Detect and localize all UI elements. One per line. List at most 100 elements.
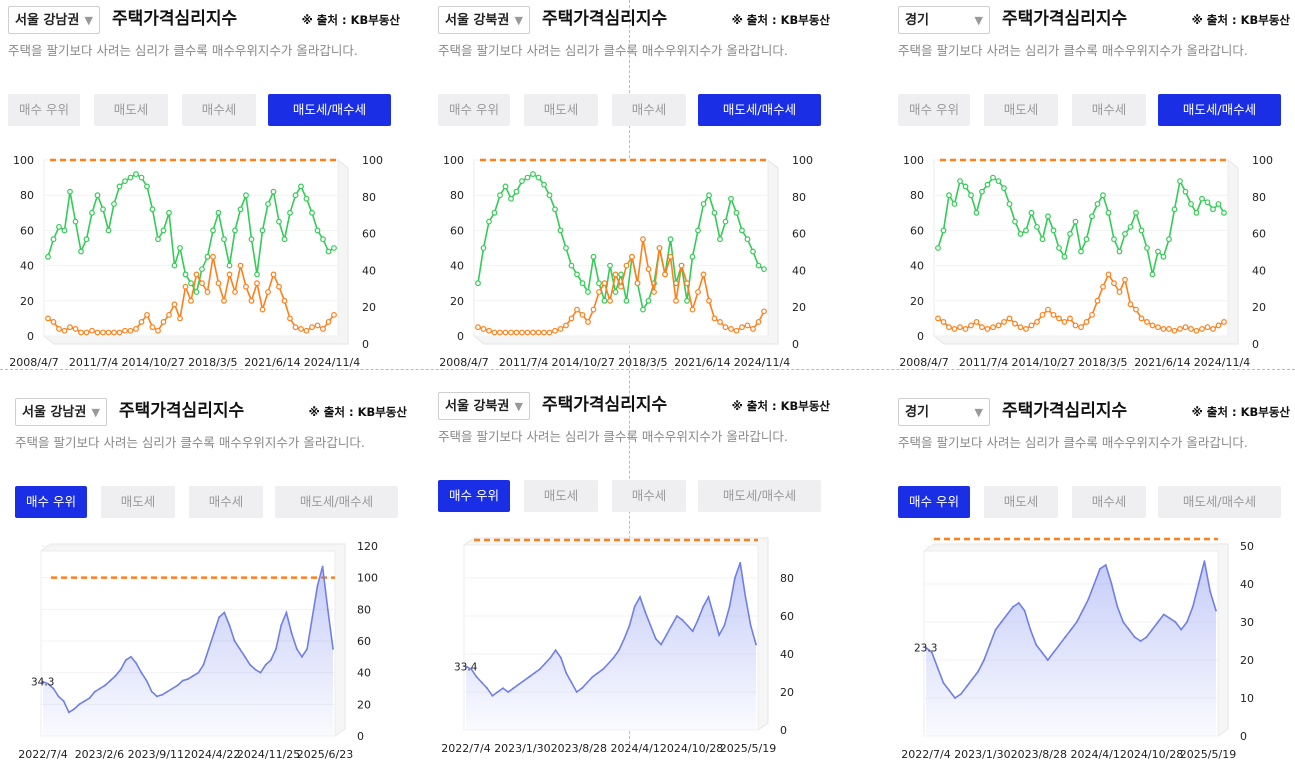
tab-button-3[interactable]: 매도세/매수세: [1158, 486, 1281, 518]
source-label: ※ 출처 : KB부동산: [301, 13, 400, 27]
buy-series-point: [281, 236, 288, 243]
tab-button-1[interactable]: 매도세: [94, 94, 168, 126]
left-y-tick: 60: [910, 224, 924, 237]
tab-button-0[interactable]: 매수 우위: [898, 94, 970, 126]
tab-button-3[interactable]: 매도세/매수세: [268, 94, 391, 126]
right-y-tick: 40: [1240, 578, 1254, 591]
buy-series-point: [1001, 185, 1007, 192]
sell-series-point: [1138, 315, 1145, 322]
sell-series-point: [1001, 319, 1007, 325]
buy-series-point: [607, 262, 613, 269]
buy-series-point: [1193, 209, 1200, 216]
buy-series-point: [612, 289, 619, 295]
index-point: [1162, 613, 1165, 616]
index-point: [135, 662, 138, 665]
chart-svg: 0 20 40 60 80 100 120 34.3 2022/7/4 2023/2/6 2023/…: [18, 540, 378, 761]
tab-button-2[interactable]: 매수세: [612, 480, 686, 512]
sell-series-point: [1006, 315, 1013, 322]
panel-title: 주택가격심리지수: [1002, 9, 1128, 29]
buy-series-point: [1056, 245, 1062, 251]
sell-series-point: [89, 327, 95, 334]
tab-button-0[interactable]: 매수 우위: [898, 486, 970, 518]
region-select[interactable]: 서울 강남권 ▼: [8, 6, 100, 34]
vertical-divider: [629, 0, 630, 744]
tab-button-2[interactable]: 매수세: [1072, 94, 1146, 126]
tab-button-2[interactable]: 매수세: [612, 94, 686, 126]
region-select[interactable]: 경기 ▼: [898, 6, 990, 34]
tab-button-0[interactable]: 매수 우위: [438, 480, 510, 512]
tab-button-2[interactable]: 매수세: [189, 486, 263, 518]
tab-button-1[interactable]: 매도세: [984, 486, 1058, 518]
left-y-tick: 40: [450, 260, 464, 273]
index-point: [202, 663, 205, 666]
index-point: [1104, 564, 1107, 566]
index-point: [628, 624, 631, 627]
buy-series-point: [717, 236, 723, 243]
tab-button-1[interactable]: 매도세: [524, 94, 598, 126]
index-point: [1006, 613, 1009, 616]
sell-series-point: [248, 297, 255, 304]
x-tick: 2014/10/27: [121, 356, 184, 369]
buy-series-point: [535, 174, 542, 181]
buy-series-point: [182, 271, 189, 278]
sell-series-point: [601, 280, 608, 287]
panel-header: 서울 강남권 ▼ 주택가격심리지수 ※ 출처 : KB부동산: [8, 6, 408, 38]
right-y-tick: 20: [792, 301, 806, 314]
sell-series-point: [596, 289, 602, 295]
region-select[interactable]: 서울 강남권 ▼: [15, 398, 107, 426]
sell-series-point: [287, 315, 293, 322]
tab-button-0[interactable]: 매수 우위: [438, 94, 510, 126]
sell-series-point: [56, 326, 62, 332]
x-tick: 2021/6/14: [674, 356, 730, 369]
tab-button-0[interactable]: 매수 우위: [15, 486, 87, 518]
tab-button-1[interactable]: 매도세: [101, 486, 175, 518]
sell-series-point: [166, 311, 172, 318]
sell-series-point: [221, 297, 227, 304]
x-tick: 2025/6/23: [297, 748, 353, 761]
region-select[interactable]: 서울 강북권 ▼: [438, 392, 530, 420]
sell-series-point: [968, 322, 974, 329]
x-tick: 2022/7/4: [901, 748, 950, 761]
x-tick: 2023/9/11: [128, 748, 184, 761]
sell-series-point: [1045, 306, 1051, 313]
panel-title: 주택가격심리지수: [542, 395, 668, 415]
buy-series-point: [761, 266, 767, 273]
tab-button-3[interactable]: 매도세/매수세: [1158, 94, 1281, 126]
sell-series-point: [1012, 320, 1018, 327]
index-point: [197, 671, 200, 674]
tab-button-3[interactable]: 매도세/매수세: [698, 94, 821, 126]
index-point: [942, 681, 945, 684]
buy-series-point: [1067, 231, 1073, 237]
sell-series-point: [1221, 319, 1227, 325]
tab-button-2[interactable]: 매수세: [1072, 486, 1146, 518]
sell-series-point: [72, 326, 79, 332]
source-label: ※ 출처 : KB부동산: [1191, 13, 1290, 27]
region-select[interactable]: 경기 ▼: [898, 398, 990, 426]
index-point: [1099, 567, 1101, 570]
buy-series-point: [1160, 253, 1167, 260]
tab-button-3[interactable]: 매도세/매수세: [275, 486, 398, 518]
buy-series-point: [122, 178, 128, 185]
index-point: [223, 611, 226, 614]
sell-series-point: [232, 289, 238, 295]
tab-button-3[interactable]: 매도세/매수세: [698, 480, 821, 512]
buy-series-point: [695, 227, 701, 234]
tab-button-1[interactable]: 매도세: [984, 94, 1058, 126]
index-point: [62, 700, 65, 703]
tab-button-0[interactable]: 매수 우위: [8, 94, 80, 126]
index-point: [623, 637, 626, 640]
sell-series-point: [1061, 319, 1068, 325]
right-y-tick: 0: [357, 730, 364, 743]
region-select[interactable]: 서울 강북권 ▼: [438, 6, 530, 34]
right-y-tick: 120: [357, 540, 378, 553]
tab-button-2[interactable]: 매수세: [182, 94, 256, 126]
source-label: ※ 출처 : KB부동산: [308, 405, 407, 419]
x-tick: 2024/11/4: [304, 356, 360, 369]
buy-series-point: [706, 192, 712, 199]
index-point: [93, 690, 96, 693]
panel-header: 경기 ▼ 주택가격심리지수 ※ 출처 : KB부동산: [898, 6, 1295, 38]
sell-series-point: [45, 315, 51, 322]
x-tick: 2025/5/19: [1180, 748, 1236, 761]
sell-series-point: [116, 329, 123, 336]
tab-button-1[interactable]: 매도세: [524, 480, 598, 512]
